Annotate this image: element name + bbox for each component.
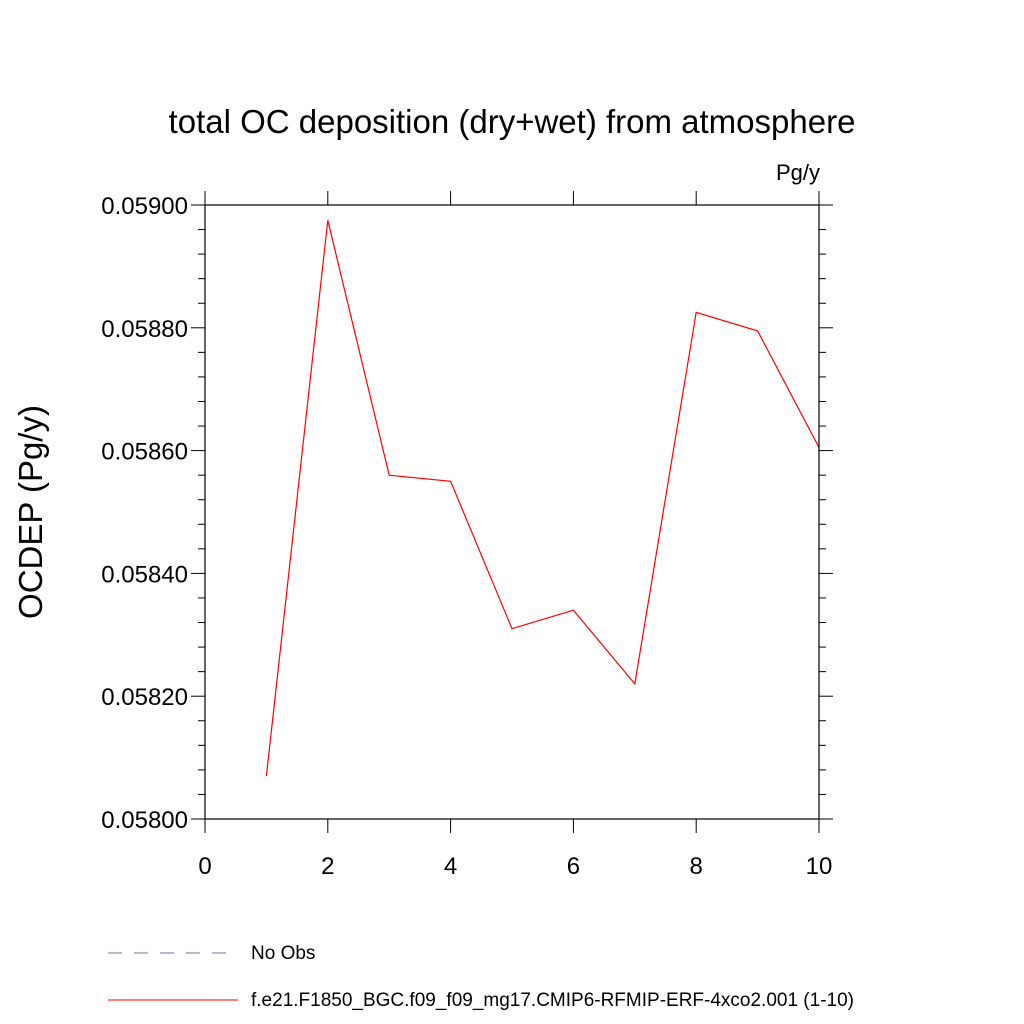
y-tick-label: 0.05800 (101, 807, 188, 834)
x-tick-label: 4 (444, 853, 457, 880)
series-layer (265, 220, 820, 777)
axis-tick-labels: 0 2 4 6 8 10 0.05800 0.05820 0.05840 0.05860 0.058… (101, 193, 832, 880)
plot-frame (204, 204, 820, 820)
legend: No Obs f.e21.F1850_BGC.f09_f09_mg17.CMIP… (108, 943, 854, 1011)
x-tick-label: 8 (690, 853, 703, 880)
y-tick-label: 0.05840 (101, 561, 188, 588)
y-tick-label: 0.05880 (101, 316, 188, 343)
x-tick-label: 10 (806, 853, 833, 880)
legend-label-no-obs: No Obs (251, 943, 315, 964)
units-label: Pg/y (776, 160, 820, 185)
y-tick-label: 0.05900 (101, 193, 188, 220)
axis-ticks (191, 191, 833, 833)
y-tick-label: 0.05860 (101, 439, 188, 466)
y-tick-label: 0.05820 (101, 684, 188, 711)
x-tick-label: 6 (567, 853, 580, 880)
y-axis-label: OCDEP (Pg/y) (12, 405, 49, 619)
legend-label-series: f.e21.F1850_BGC.f09_f09_mg17.CMIP6-RFMIP… (251, 990, 854, 1011)
chart-title: total OC deposition (dry+wet) from atmos… (169, 103, 856, 140)
series-line-0 (265, 220, 820, 777)
x-tick-label: 0 (198, 853, 211, 880)
x-tick-label: 2 (321, 853, 334, 880)
